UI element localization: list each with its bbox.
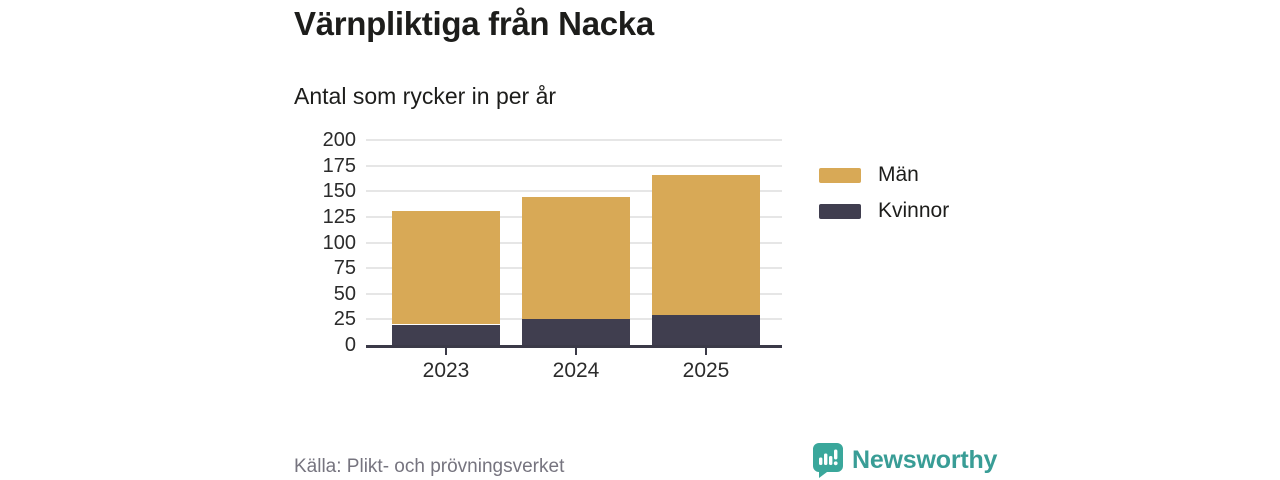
x-axis-label: 2025 bbox=[682, 359, 730, 382]
brand-name: Newsworthy bbox=[852, 446, 998, 474]
bar-2023-män-segment bbox=[392, 210, 500, 325]
bar-2025-kvinnor-segment bbox=[652, 315, 760, 345]
chart-title: Värnpliktiga från Nacka bbox=[294, 5, 654, 42]
bar-2024-kvinnor-segment bbox=[522, 319, 630, 345]
legend-item-män: Män bbox=[819, 163, 949, 187]
y-axis-label: 0 bbox=[344, 334, 356, 356]
y-axis-label: 125 bbox=[322, 205, 356, 228]
x-axis-line bbox=[366, 345, 782, 348]
x-axis-tick bbox=[705, 348, 707, 355]
chart-subtitle: Antal som rycker in per år bbox=[294, 83, 557, 109]
gridline-175 bbox=[366, 164, 782, 167]
y-axis-label: 75 bbox=[333, 257, 356, 280]
bar-2023-kvinnor-segment bbox=[392, 324, 500, 345]
gridline-200 bbox=[366, 139, 782, 141]
legend-label: Kvinnor bbox=[878, 199, 950, 222]
y-axis-label: 200 bbox=[322, 129, 356, 151]
y-axis-label: 100 bbox=[322, 231, 356, 254]
source-note: Källa: Plikt- och prövningsverket bbox=[294, 456, 565, 477]
bar-chart-speech-bubble-icon bbox=[813, 443, 843, 478]
gridline-150 bbox=[366, 190, 782, 193]
legend-swatch bbox=[819, 203, 861, 219]
bar-2024-män-segment bbox=[522, 197, 630, 320]
x-axis-tick bbox=[445, 348, 447, 355]
legend: Män Kvinnor bbox=[819, 163, 949, 223]
y-axis-label: 175 bbox=[322, 154, 356, 177]
x-axis-tick bbox=[575, 348, 577, 355]
x-axis-label: 2023 bbox=[422, 359, 470, 382]
legend-swatch bbox=[819, 167, 861, 183]
legend-item-kvinnor: Kvinnor bbox=[819, 199, 949, 223]
x-axis-label: 2024 bbox=[552, 359, 600, 382]
y-axis-label: 25 bbox=[333, 308, 356, 331]
y-axis-label: 150 bbox=[322, 180, 356, 203]
brand-lockup: Newsworthy bbox=[813, 443, 997, 478]
legend-label: Män bbox=[878, 163, 919, 186]
bar-2025-män-segment bbox=[652, 174, 760, 316]
y-axis-label: 50 bbox=[333, 282, 356, 305]
